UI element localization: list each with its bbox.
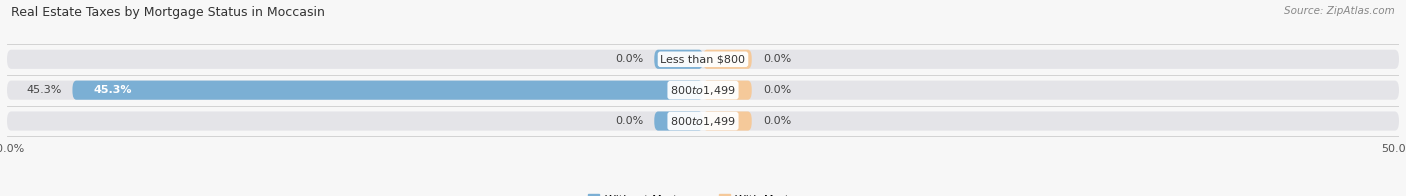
FancyBboxPatch shape [73,81,703,100]
Text: 0.0%: 0.0% [763,54,792,64]
FancyBboxPatch shape [7,81,1399,100]
FancyBboxPatch shape [703,50,752,69]
FancyBboxPatch shape [703,112,752,131]
Text: 45.3%: 45.3% [93,85,132,95]
Text: Less than $800: Less than $800 [661,54,745,64]
FancyBboxPatch shape [654,112,703,131]
Text: $800 to $1,499: $800 to $1,499 [671,114,735,128]
FancyBboxPatch shape [7,50,1399,69]
Text: Source: ZipAtlas.com: Source: ZipAtlas.com [1284,6,1395,16]
FancyBboxPatch shape [654,50,703,69]
Text: 0.0%: 0.0% [614,116,643,126]
Text: 45.3%: 45.3% [25,85,62,95]
FancyBboxPatch shape [7,112,1399,131]
Text: Real Estate Taxes by Mortgage Status in Moccasin: Real Estate Taxes by Mortgage Status in … [11,6,325,19]
Text: 0.0%: 0.0% [763,85,792,95]
FancyBboxPatch shape [703,81,752,100]
Text: 0.0%: 0.0% [763,116,792,126]
Legend: Without Mortgage, With Mortgage: Without Mortgage, With Mortgage [583,190,823,196]
Text: $800 to $1,499: $800 to $1,499 [671,84,735,97]
Text: 0.0%: 0.0% [614,54,643,64]
